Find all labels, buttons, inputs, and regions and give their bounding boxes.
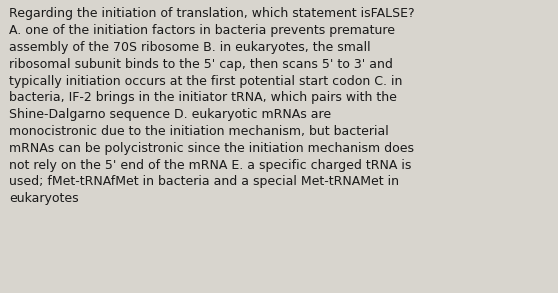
Text: Regarding the initiation of translation, which statement isFALSE?
A. one of the : Regarding the initiation of translation,…	[9, 7, 415, 205]
